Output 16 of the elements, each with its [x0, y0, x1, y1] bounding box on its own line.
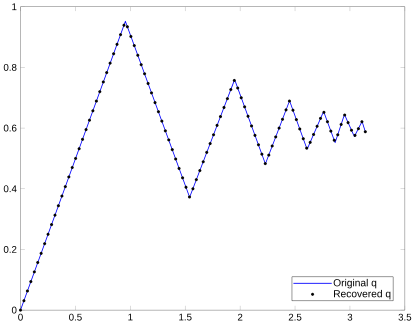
legend-label: Recovered q	[334, 290, 390, 300]
x-tick-label: 2.5	[288, 314, 302, 321]
x-tick-label: 0.5	[69, 314, 82, 321]
x-tick-label: 1	[128, 314, 133, 320]
y-tick-label: 0.4	[4, 185, 17, 192]
x-tick-label: 0	[18, 314, 23, 321]
legend-label: Original q	[334, 278, 376, 288]
x-tick-label: 1.5	[179, 314, 192, 320]
y-tick-label: 0.8	[4, 64, 16, 71]
y-tick-label: 0.2	[4, 246, 16, 253]
y-tick-label: 1	[12, 3, 16, 10]
y-tick-label: 0.6	[4, 124, 16, 132]
y-tick-label: 0	[12, 306, 17, 314]
x-tick-label: 2	[238, 314, 242, 320]
x-tick-label: 3	[348, 314, 352, 321]
x-tick-label: 3.5	[398, 314, 412, 321]
